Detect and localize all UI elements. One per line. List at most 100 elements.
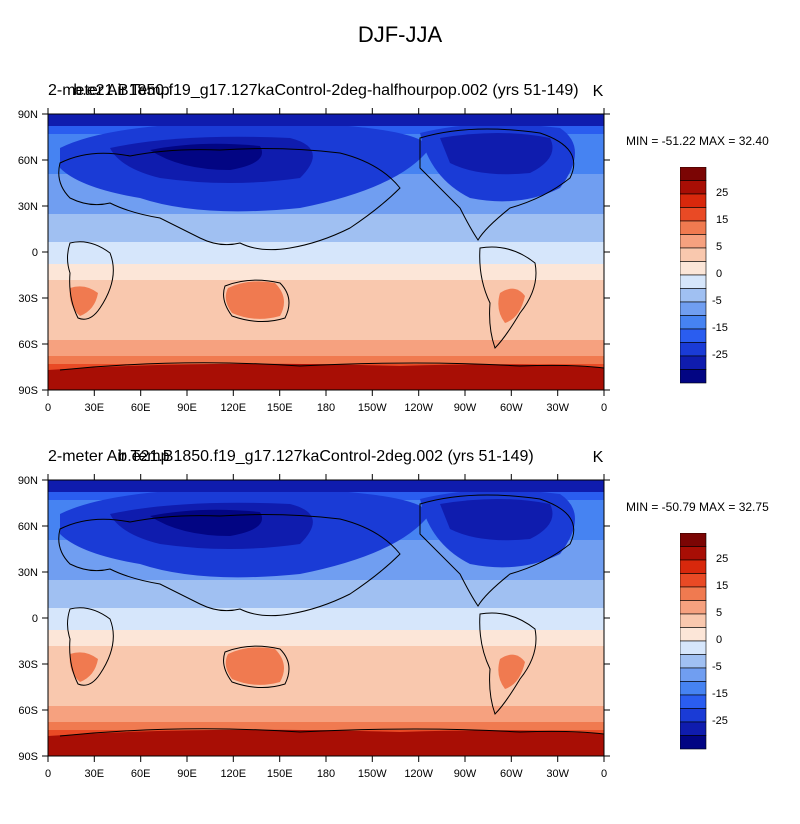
colorbar-bin bbox=[680, 708, 707, 723]
lon-label: 60W bbox=[500, 768, 523, 780]
colorbar-bin bbox=[680, 247, 707, 262]
colorbar-bin bbox=[680, 220, 707, 235]
lon-label: 120W bbox=[404, 768, 433, 780]
colorbar-bin bbox=[680, 342, 707, 357]
lat-label: 60S bbox=[18, 705, 38, 717]
colorbar-bin bbox=[680, 193, 707, 208]
case-label: b.e21.B1850.f19_g17.127kaControl-2deg-ha… bbox=[73, 82, 579, 99]
lon-label: 0 bbox=[601, 402, 607, 414]
colorbar-label: -25 bbox=[712, 349, 728, 361]
colorbar-bin bbox=[680, 533, 707, 547]
lat-axis bbox=[42, 479, 610, 757]
colorbar-bin bbox=[680, 627, 707, 642]
map-panel-1: 2-meter Air Temp b.e21.B1850.f19_g17.127… bbox=[0, 78, 800, 458]
colorbar-bin bbox=[680, 301, 707, 316]
colorbar-bin bbox=[680, 355, 707, 370]
colorbar-label: 25 bbox=[716, 187, 728, 199]
lon-label: 0 bbox=[45, 402, 51, 414]
lon-label: 120W bbox=[404, 402, 433, 414]
lon-label: 180 bbox=[317, 768, 335, 780]
lon-label: 60E bbox=[131, 768, 151, 780]
lat-label: 90N bbox=[18, 109, 38, 121]
lat-axis bbox=[42, 113, 610, 391]
lon-label: 30E bbox=[85, 402, 105, 414]
lat-label: 90S bbox=[18, 751, 38, 763]
colorbar-label: -5 bbox=[712, 295, 722, 307]
lon-label: 60E bbox=[131, 402, 151, 414]
colorbar-bin bbox=[680, 721, 707, 736]
lon-label: 0 bbox=[45, 768, 51, 780]
temperature-map: 90N 60N 30N 0 30S 60S 90S 0 30E 60E 90E … bbox=[18, 474, 610, 780]
lon-label: 0 bbox=[601, 768, 607, 780]
minmax-label: MIN = -50.79 MAX = 32.75 bbox=[626, 500, 769, 514]
colorbar-bin bbox=[680, 261, 707, 276]
units-label: K bbox=[592, 449, 604, 466]
colorbar-bin bbox=[680, 573, 707, 588]
lat-label: 30N bbox=[18, 567, 38, 579]
lon-label: 120E bbox=[220, 402, 246, 414]
colorbar-bin bbox=[680, 559, 707, 574]
lat-label: 30S bbox=[18, 659, 38, 671]
colorbar-bin bbox=[680, 180, 707, 195]
lat-label: 0 bbox=[32, 247, 38, 259]
variable-label: 2-meter Air Temp bbox=[48, 448, 170, 465]
variable-label: 2-meter Air Temp bbox=[48, 82, 170, 99]
colorbar-bin bbox=[680, 274, 707, 289]
temperature-map: 90N 60N 30N 0 30S 60S 90S 0 30E 60E 90E … bbox=[18, 108, 610, 414]
units-label: K bbox=[592, 83, 604, 100]
colorbar-label: 25 bbox=[716, 553, 728, 565]
lon-label: 90E bbox=[177, 768, 197, 780]
lon-label: 150W bbox=[358, 402, 387, 414]
lat-label: 90S bbox=[18, 385, 38, 397]
colorbar-bin bbox=[680, 234, 707, 249]
colorbar-bin bbox=[680, 681, 707, 696]
colorbar-label: 0 bbox=[716, 634, 722, 646]
lon-label: 90E bbox=[177, 402, 197, 414]
colorbar-bin bbox=[680, 207, 707, 222]
minmax-label: MIN = -51.22 MAX = 32.40 bbox=[626, 134, 769, 148]
lon-label: 150E bbox=[267, 768, 293, 780]
colorbar-bin bbox=[680, 694, 707, 709]
lon-label: 150E bbox=[267, 402, 293, 414]
colorbar-label: 15 bbox=[716, 214, 728, 226]
figure-title: DJF-JJA bbox=[357, 22, 443, 47]
colorbar-bin bbox=[680, 546, 707, 561]
colorbar-label: 5 bbox=[716, 607, 722, 619]
lat-label: 90N bbox=[18, 475, 38, 487]
colorbar-bin bbox=[680, 667, 707, 682]
map-panel-2: 2-meter Air Temp b.e21.B1850.f19_g17.127… bbox=[0, 444, 800, 824]
colorbar-label: 5 bbox=[716, 241, 722, 253]
lon-label: 90W bbox=[454, 768, 477, 780]
colorbar-bin bbox=[680, 288, 707, 303]
lon-label: 150W bbox=[358, 768, 387, 780]
colorbar-bin bbox=[680, 654, 707, 669]
colorbar-label: 15 bbox=[716, 580, 728, 592]
colorbar-bin bbox=[680, 328, 707, 343]
lon-label: 30E bbox=[85, 768, 105, 780]
lon-label: 30W bbox=[546, 768, 569, 780]
lat-label: 30N bbox=[18, 201, 38, 213]
colorbar-bin bbox=[680, 167, 707, 181]
lat-label: 0 bbox=[32, 613, 38, 625]
lat-label: 60N bbox=[18, 521, 38, 533]
colorbar-bin bbox=[680, 315, 707, 330]
lon-label: 60W bbox=[500, 402, 523, 414]
lon-label: 180 bbox=[317, 402, 335, 414]
lon-label: 90W bbox=[454, 402, 477, 414]
colorbar-label: -15 bbox=[712, 688, 728, 700]
colorbar: 25 15 5 0 -5 -15 -25 bbox=[680, 533, 728, 750]
colorbar-bin bbox=[680, 735, 707, 750]
lat-label: 30S bbox=[18, 293, 38, 305]
colorbar-label: -15 bbox=[712, 322, 728, 334]
case-label: b.e21.B1850.f19_g17.127kaControl-2deg.00… bbox=[118, 448, 534, 465]
colorbar-label: 0 bbox=[716, 268, 722, 280]
colorbar-label: -25 bbox=[712, 715, 728, 727]
lon-label: 30W bbox=[546, 402, 569, 414]
lat-label: 60N bbox=[18, 155, 38, 167]
colorbar-bin bbox=[680, 600, 707, 615]
colorbar-bin bbox=[680, 586, 707, 601]
colorbar: 25 15 5 0 -5 -15 -25 bbox=[680, 167, 728, 384]
colorbar-bin bbox=[680, 640, 707, 655]
colorbar-bin bbox=[680, 613, 707, 628]
lat-label: 60S bbox=[18, 339, 38, 351]
